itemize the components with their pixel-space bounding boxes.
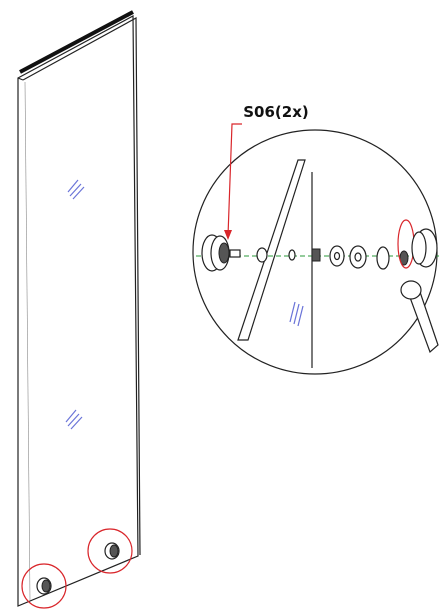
bottom-fittings xyxy=(22,529,132,608)
part-label: S06(2x) xyxy=(243,103,309,121)
glass-panel xyxy=(18,12,140,606)
assembly-diagram: S06(2x) xyxy=(0,0,439,612)
callout-leader xyxy=(228,124,242,236)
